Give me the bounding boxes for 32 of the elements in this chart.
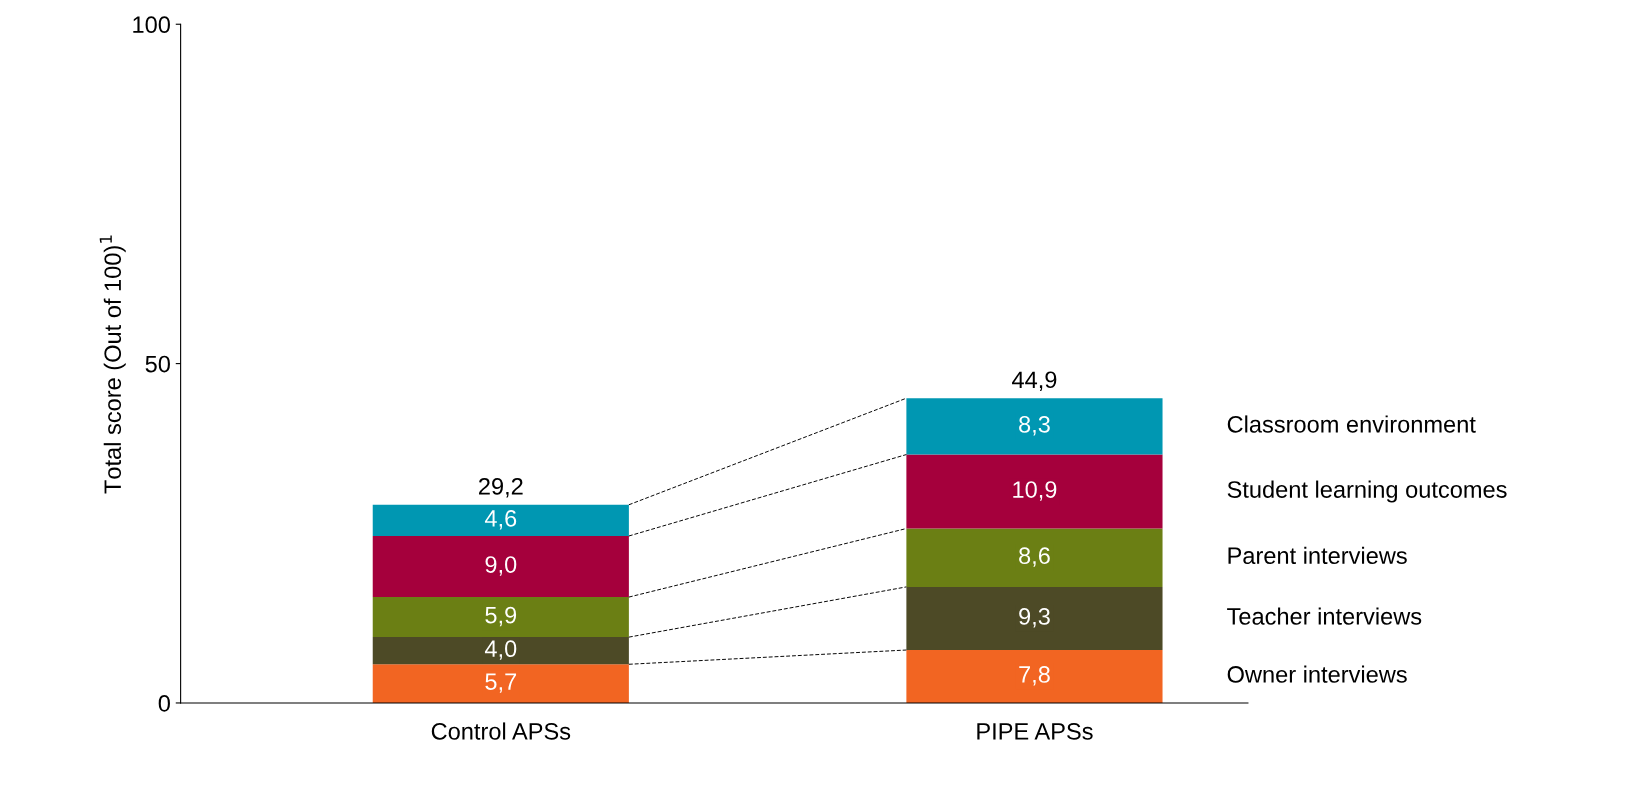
- data-label: 9,0: [485, 556, 517, 576]
- bar: [372, 504, 629, 536]
- text: Owner interviews: [1227, 665, 1407, 683]
- x-tick-label: PIPE APSs: [977, 723, 1093, 740]
- text: Parent interviews: [1228, 546, 1407, 565]
- bar: [906, 454, 1163, 529]
- y-tick-label: 50: [145, 355, 170, 373]
- data-label: 5,9: [485, 606, 517, 627]
- bar: [372, 535, 629, 598]
- data-label: 9,3: [1019, 608, 1050, 628]
- data-label: 4,0: [484, 640, 517, 660]
- total-label: 29,2: [479, 477, 523, 498]
- text: Teacher interviews: [1227, 607, 1422, 625]
- text: Classroom environment: [1227, 415, 1476, 433]
- bar: [906, 398, 1163, 455]
- data-label: 10,9: [1013, 481, 1057, 501]
- y-tick-label: 0: [158, 695, 170, 712]
- data-label: 5,7: [485, 673, 517, 693]
- data-label: 8,3: [1019, 416, 1050, 436]
- data-label: 7,8: [1019, 666, 1050, 686]
- bar: [906, 650, 1163, 703]
- bar: [906, 528, 1163, 587]
- bar: [372, 664, 629, 703]
- x-tick-label: Control APSs: [431, 722, 571, 740]
- y-tick-label: 100: [133, 16, 170, 34]
- y-axis-title: Total score (Out of 100)$^{1}$: [99, 235, 126, 494]
- total-label: 44,9: [1012, 371, 1057, 391]
- bar: [372, 597, 629, 638]
- text: Student learning outcomes: [1227, 480, 1507, 503]
- bar: [906, 586, 1163, 651]
- data-label: 8,6: [1019, 547, 1050, 567]
- data-label: 4,6: [484, 510, 517, 530]
